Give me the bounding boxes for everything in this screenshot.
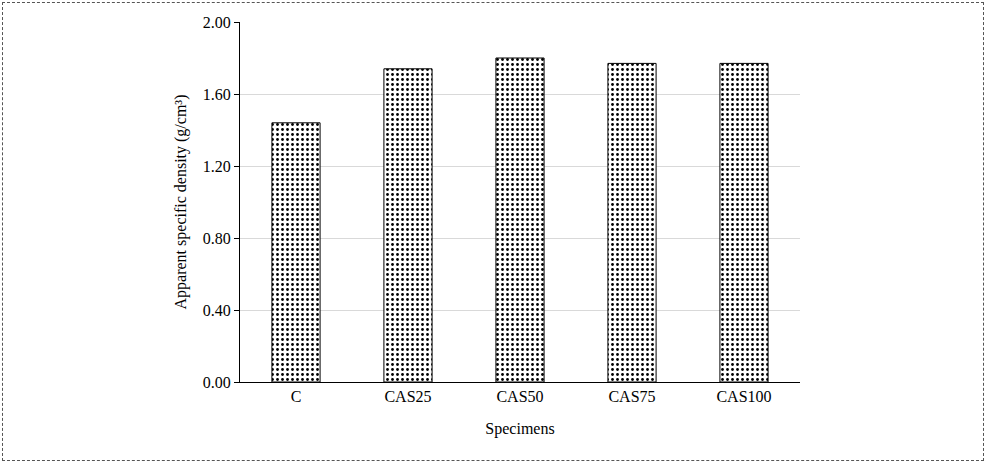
svg-text:Specimens: Specimens <box>485 420 554 438</box>
svg-text:1.20: 1.20 <box>203 158 231 175</box>
svg-text:CAS75: CAS75 <box>608 388 655 405</box>
svg-text:0.80: 0.80 <box>203 230 231 247</box>
svg-text:CAS50: CAS50 <box>496 388 543 405</box>
svg-text:0.40: 0.40 <box>203 302 231 319</box>
svg-text:0.00: 0.00 <box>203 374 231 391</box>
svg-text:C: C <box>291 388 302 405</box>
svg-text:CAS25: CAS25 <box>384 388 431 405</box>
svg-text:1.60: 1.60 <box>203 86 231 103</box>
svg-text:CAS100: CAS100 <box>716 388 771 405</box>
svg-text:2.00: 2.00 <box>203 14 231 31</box>
svg-text:Apparent specific density (g/c: Apparent specific density (g/cm³) <box>172 95 190 310</box>
